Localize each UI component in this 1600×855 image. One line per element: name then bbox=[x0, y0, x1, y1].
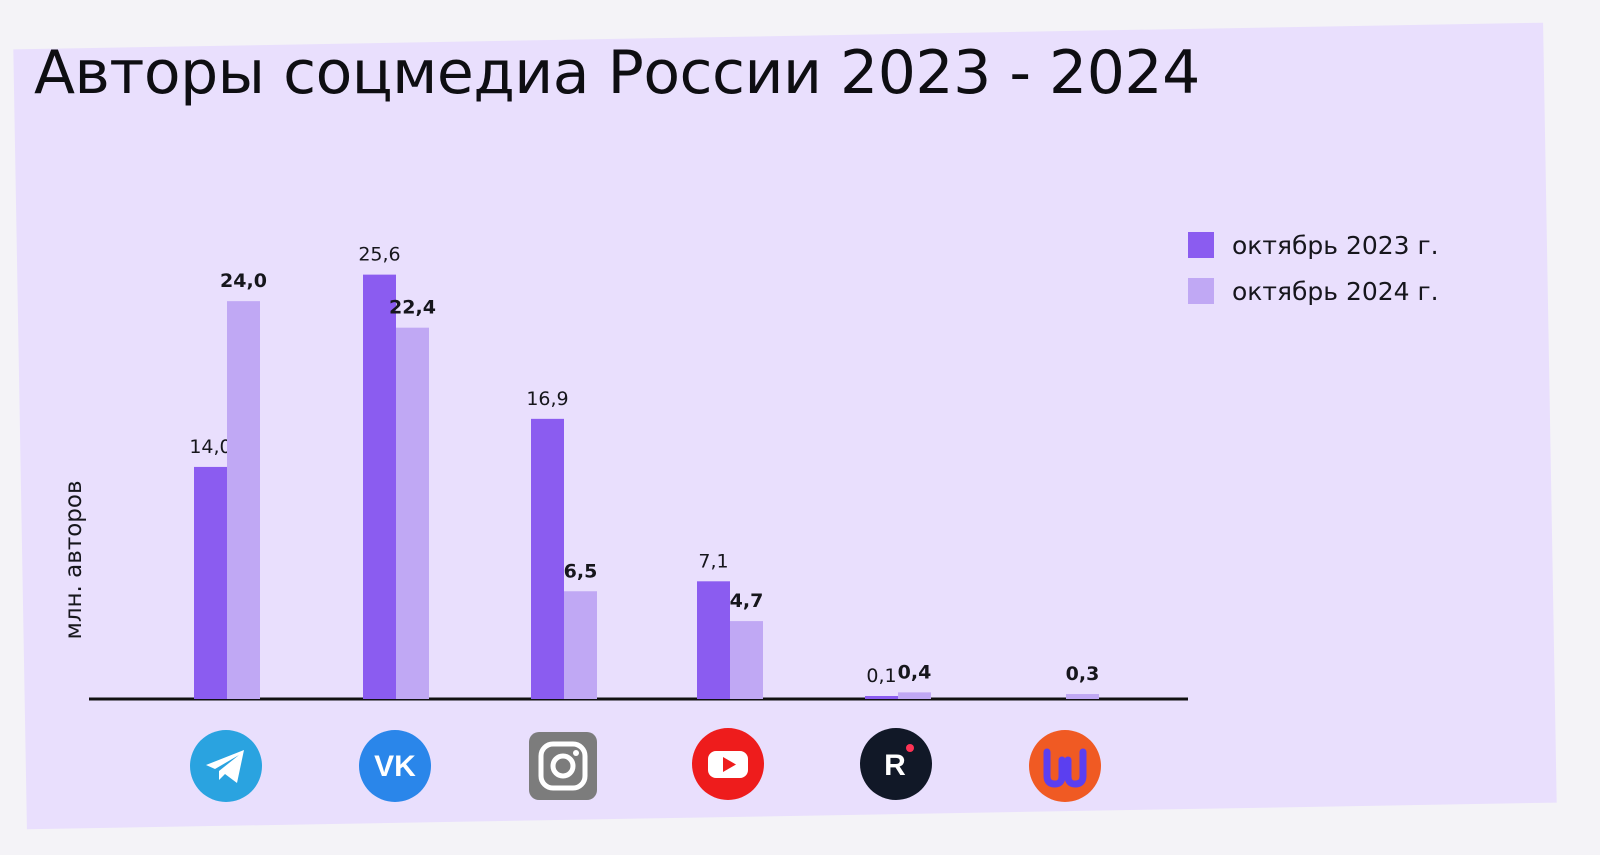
data-label-rutube-2023: 0,1 bbox=[866, 665, 896, 687]
data-label-вконтакте-2023: 25,6 bbox=[358, 244, 400, 266]
bar-вконтакте-2024 bbox=[396, 327, 429, 699]
bar-youtube-2023 bbox=[697, 581, 730, 699]
data-label-telegram-2024: 24,0 bbox=[220, 270, 267, 292]
chart-legend: октябрь 2023 г. октябрь 2024 г. bbox=[1188, 222, 1439, 314]
bar-telegram-2024 bbox=[227, 301, 260, 699]
legend-label-2023: октябрь 2023 г. bbox=[1232, 230, 1439, 260]
bar-instagram-2023 bbox=[531, 418, 564, 699]
chart-title: Авторы соцмедиа России 2023 - 2024 bbox=[34, 38, 1200, 108]
data-label-youtube-2024: 4,7 bbox=[730, 590, 764, 612]
legend-swatch-2023 bbox=[1188, 232, 1214, 258]
bar-youtube-2024 bbox=[730, 621, 763, 699]
data-label-telegram-2023: 14,0 bbox=[189, 436, 231, 458]
legend-label-2024: октябрь 2024 г. bbox=[1232, 276, 1439, 306]
vk-icon: VK bbox=[359, 730, 431, 802]
svg-text:R: R bbox=[884, 749, 906, 782]
rutube-icon: R bbox=[860, 728, 932, 800]
data-label-instagram-2024: 6,5 bbox=[564, 560, 598, 582]
data-label-вконтакте-2024: 22,4 bbox=[389, 297, 436, 319]
youtube-icon bbox=[692, 728, 764, 800]
legend-item-2024: октябрь 2024 г. bbox=[1188, 268, 1439, 314]
bar-rutube-2023 bbox=[865, 696, 898, 699]
data-label-дзен-2024: 0,3 bbox=[1066, 663, 1100, 685]
instagram-icon bbox=[527, 730, 599, 802]
svg-text:VK: VK bbox=[374, 750, 416, 783]
y-axis-label: млн. авторов bbox=[61, 480, 87, 639]
bar-telegram-2023 bbox=[194, 466, 227, 699]
bar-rutube-2024 bbox=[898, 692, 931, 699]
data-label-youtube-2023: 7,1 bbox=[698, 550, 728, 572]
telegram-icon bbox=[190, 730, 262, 802]
bar-instagram-2024 bbox=[564, 591, 597, 699]
legend-item-2023: октябрь 2023 г. bbox=[1188, 222, 1439, 268]
dzen-icon bbox=[1029, 730, 1101, 802]
data-label-rutube-2024: 0,4 bbox=[898, 661, 932, 683]
bar-вконтакте-2023 bbox=[363, 274, 396, 699]
bar-дзен-2024 bbox=[1066, 694, 1099, 699]
legend-swatch-2024 bbox=[1188, 278, 1214, 304]
data-label-instagram-2023: 16,9 bbox=[526, 388, 568, 410]
